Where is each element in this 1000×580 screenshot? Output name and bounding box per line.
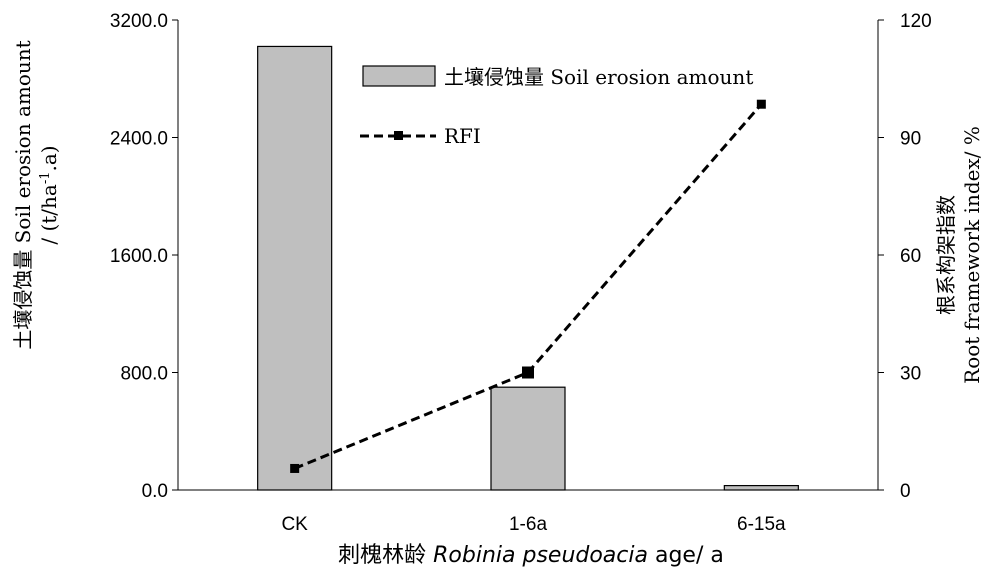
legend-bar-swatch — [362, 65, 436, 87]
y-left-tick-label: 3200.0 — [110, 11, 168, 32]
x-tick-label: 6-15a — [737, 514, 786, 535]
rfi-point-6-15a — [756, 99, 766, 109]
y-right-tick-label: 60 — [900, 246, 921, 267]
bars-group — [257, 45, 799, 491]
legend-line-label: RFI — [444, 124, 481, 148]
rfi-point-1-6a — [522, 366, 534, 379]
rfi-line-group — [290, 99, 766, 473]
y-left-tick-label: 2400.0 — [110, 129, 168, 150]
y-axis-left-title-line1: 土壤侵蚀量 Soil erosion amount — [11, 40, 35, 349]
y-axis-right-title: 根系构架指数 Root framework index/ % — [934, 126, 984, 384]
y-axis-left-title: 土壤侵蚀量 Soil erosion amount / (t/ha-1.a) — [11, 40, 61, 349]
y-axis-right-title-line1: 根系构架指数 — [934, 195, 958, 315]
legend-line-marker — [394, 131, 403, 140]
bar-1-6a — [490, 386, 566, 491]
y-right-tick-label: 0 — [900, 481, 911, 502]
y-left-tick-label: 0.0 — [142, 481, 168, 502]
x-axis-title: 刺槐林龄 Robinia pseudoacia age/ a — [338, 543, 724, 568]
legend-bar-label: 土壤侵蚀量 Soil erosion amount — [444, 65, 753, 89]
bar-ck — [257, 45, 333, 491]
bar-6-15a — [723, 484, 799, 491]
legend: 土壤侵蚀量 Soil erosion amount RFI — [360, 65, 753, 148]
x-tick-label: 1-6a — [509, 514, 547, 535]
y-left-tick-label: 1600.0 — [110, 246, 168, 267]
y-axis-right-title-line2: Root framework index/ % — [960, 126, 984, 384]
y-left-tick-label: 800.0 — [120, 364, 168, 385]
y-right-tick-label: 30 — [900, 364, 921, 385]
y-right-tick-label: 90 — [900, 129, 921, 150]
y-right-tick-label: 120 — [900, 11, 932, 32]
x-tick-label: CK — [281, 514, 308, 535]
y-axis-left-title-line2: / (t/ha-1.a) — [37, 145, 61, 244]
ticks-group: 0.0 800.0 1600.0 2400.0 3200.0 0 30 60 90 120 CK 1-… — [110, 11, 932, 535]
rfi-point-ck — [290, 463, 300, 473]
